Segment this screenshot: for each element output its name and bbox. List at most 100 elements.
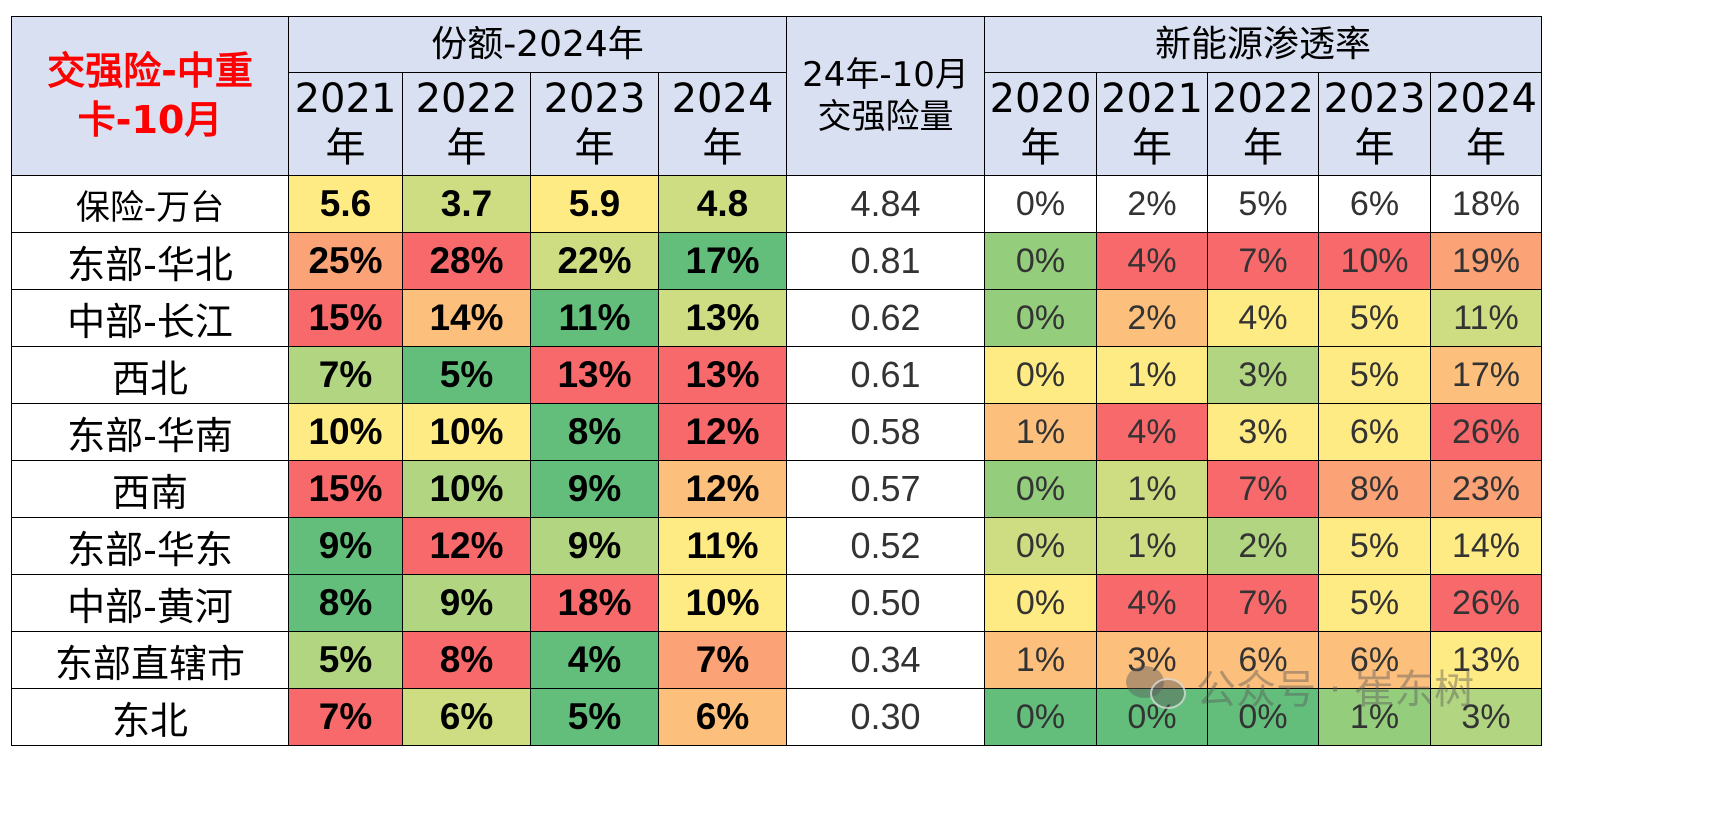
share-cell: 10% [658, 574, 787, 632]
penetration-cell: 0% [984, 460, 1097, 518]
penetration-cell: 1% [1318, 688, 1431, 746]
share-cell: 28% [402, 232, 531, 290]
volume-cell: 0.30 [786, 688, 985, 746]
share-cell: 13% [658, 346, 787, 404]
volume-cell: 0.57 [786, 460, 985, 518]
penetration-cell: 5% [1318, 289, 1431, 347]
share-year-header: 2021年 [288, 72, 403, 176]
table-row: 西北 7% 5% 13% 13% 0.61 0% 1% 3% 5% 17% [11, 346, 1542, 404]
volume-cell: 0.61 [786, 346, 985, 404]
pen-year-header: 2020年 [984, 72, 1097, 176]
penetration-cell: 4% [1096, 574, 1208, 632]
share-cell: 5% [402, 346, 531, 404]
row-label: 东部-华南 [11, 403, 289, 461]
table-body: 保险-万台 5.6 3.7 5.9 4.8 4.84 0% 2% 5% 6% 18% 东部-华北 25%… [11, 175, 1542, 746]
table-row: 东北 7% 6% 5% 6% 0.30 0% 0% 0% 1% 3% [11, 688, 1542, 746]
row-label: 东部-华东 [11, 517, 289, 575]
penetration-cell: 2% [1096, 175, 1208, 233]
penetration-cell: 8% [1318, 460, 1431, 518]
volume-cell: 4.84 [786, 175, 985, 233]
penetration-cell: 4% [1096, 232, 1208, 290]
share-cell: 22% [530, 232, 659, 290]
volume-cell: 0.62 [786, 289, 985, 347]
table-row: 东部-华东 9% 12% 9% 11% 0.52 0% 1% 2% 5% 14% [11, 517, 1542, 575]
share-group-header: 份额-2024年 [288, 16, 787, 73]
penetration-cell: 4% [1207, 289, 1319, 347]
share-cell: 10% [288, 403, 403, 461]
penetration-cell: 0% [1096, 688, 1208, 746]
penetration-cell: 3% [1207, 346, 1319, 404]
share-cell: 8% [402, 631, 531, 689]
penetration-cell: 26% [1430, 574, 1542, 632]
share-cell: 8% [530, 403, 659, 461]
share-cell: 6% [402, 688, 531, 746]
share-cell: 5.6 [288, 175, 403, 233]
row-label: 东部直辖市 [11, 631, 289, 689]
pen-year-header: 2023年 [1318, 72, 1431, 176]
share-cell: 17% [658, 232, 787, 290]
pen-year-header: 2024年 [1430, 72, 1542, 176]
penetration-cell: 19% [1430, 232, 1542, 290]
share-year-header: 2022年 [402, 72, 531, 176]
share-year-header: 2024年 [658, 72, 787, 176]
share-cell: 9% [530, 460, 659, 518]
penetration-cell: 23% [1430, 460, 1542, 518]
penetration-cell: 0% [984, 232, 1097, 290]
penetration-cell: 1% [1096, 517, 1208, 575]
penetration-cell: 5% [1207, 175, 1319, 233]
share-cell: 6% [658, 688, 787, 746]
penetration-cell: 1% [984, 403, 1097, 461]
penetration-cell: 0% [984, 175, 1097, 233]
pen-year-header: 2022年 [1207, 72, 1319, 176]
penetration-cell: 0% [984, 346, 1097, 404]
share-cell: 4% [530, 631, 659, 689]
penetration-cell: 3% [1096, 631, 1208, 689]
share-cell: 12% [402, 517, 531, 575]
share-cell: 25% [288, 232, 403, 290]
share-cell: 7% [658, 631, 787, 689]
penetration-cell: 4% [1096, 403, 1208, 461]
penetration-cell: 7% [1207, 574, 1319, 632]
share-cell: 9% [530, 517, 659, 575]
share-cell: 12% [658, 403, 787, 461]
table-container: 交强险-中重卡-10月 份额-2024年 24年-10月交强险量 新能源渗透率 … [11, 16, 1542, 746]
pen-year-header: 2021年 [1096, 72, 1208, 176]
penetration-cell: 0% [984, 688, 1097, 746]
share-year-header: 2023年 [530, 72, 659, 176]
row-label: 西北 [11, 346, 289, 404]
share-cell: 15% [288, 460, 403, 518]
insurance-region-table: 交强险-中重卡-10月 份额-2024年 24年-10月交强险量 新能源渗透率 … [11, 16, 1542, 746]
penetration-cell: 26% [1430, 403, 1542, 461]
table-row: 东部-华北 25% 28% 22% 17% 0.81 0% 4% 7% 10% 19% [11, 232, 1542, 290]
penetration-cell: 0% [984, 517, 1097, 575]
row-label: 东北 [11, 688, 289, 746]
penetration-cell: 10% [1318, 232, 1431, 290]
share-cell: 7% [288, 346, 403, 404]
penetration-cell: 0% [984, 289, 1097, 347]
table-title: 交强险-中重卡-10月 [11, 16, 289, 176]
penetration-cell: 11% [1430, 289, 1542, 347]
share-cell: 13% [658, 289, 787, 347]
share-cell: 11% [530, 289, 659, 347]
volume-cell: 0.52 [786, 517, 985, 575]
penetration-cell: 6% [1318, 631, 1431, 689]
penetration-cell: 7% [1207, 232, 1319, 290]
volume-cell: 0.58 [786, 403, 985, 461]
row-label: 中部-长江 [11, 289, 289, 347]
share-cell: 7% [288, 688, 403, 746]
share-cell: 15% [288, 289, 403, 347]
share-cell: 10% [402, 460, 531, 518]
share-cell: 10% [402, 403, 531, 461]
share-cell: 8% [288, 574, 403, 632]
penetration-cell: 6% [1318, 403, 1431, 461]
share-cell: 18% [530, 574, 659, 632]
penetration-cell: 6% [1207, 631, 1319, 689]
share-cell: 12% [658, 460, 787, 518]
penetration-cell: 3% [1430, 688, 1542, 746]
table-row: 保险-万台 5.6 3.7 5.9 4.8 4.84 0% 2% 5% 6% 18% [11, 175, 1542, 233]
share-cell: 4.8 [658, 175, 787, 233]
penetration-cell: 17% [1430, 346, 1542, 404]
penetration-cell: 5% [1318, 517, 1431, 575]
penetration-cell: 13% [1430, 631, 1542, 689]
penetration-cell: 0% [984, 574, 1097, 632]
